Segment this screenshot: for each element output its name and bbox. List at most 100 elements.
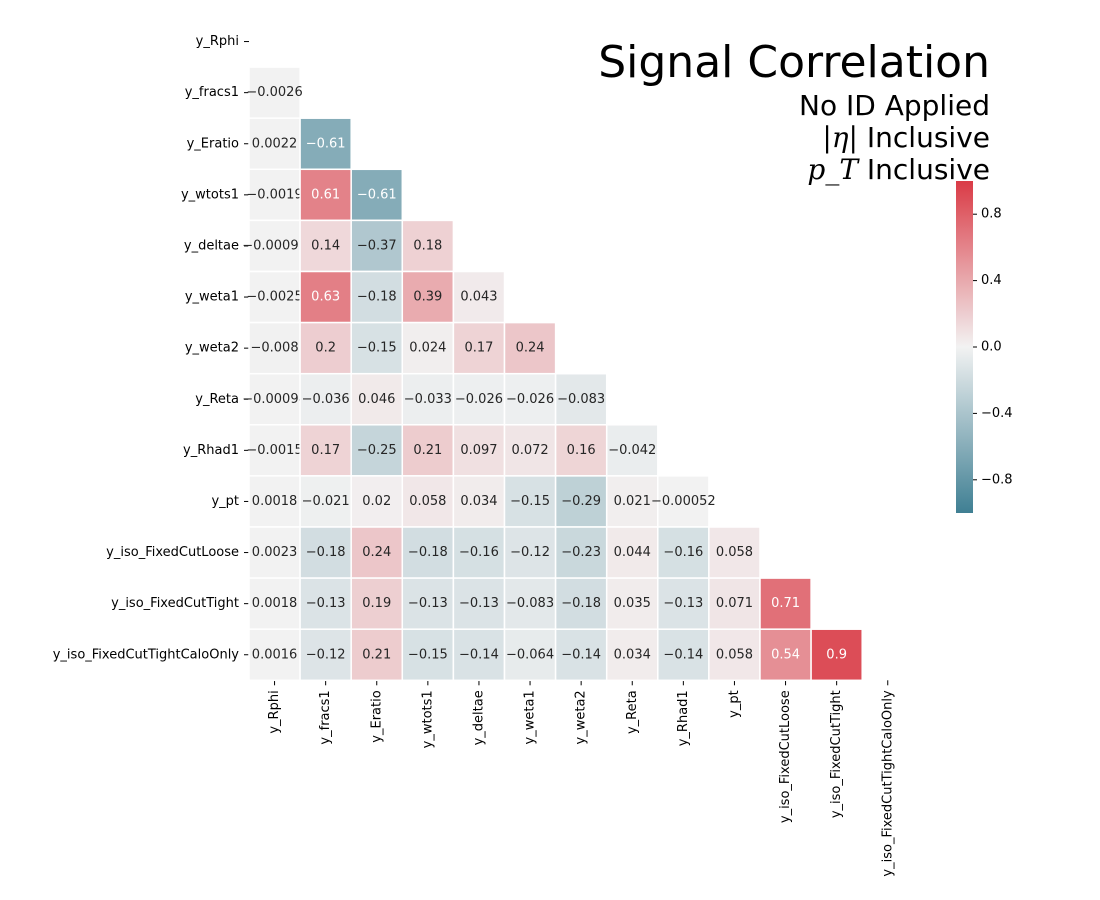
colorbar-tick-label: 0.0 (981, 340, 1002, 355)
cell-value-label: 0.39 (413, 290, 442, 305)
heatmap-cell (605, 475, 659, 528)
cell-value-label: −0.14 (663, 647, 703, 662)
cell-value-label: −0.042 (608, 443, 656, 458)
cell-value-label: −0.0019 (246, 187, 302, 202)
heatmap-cell (248, 66, 301, 119)
col-label: y_iso_FixedCutLoose (778, 690, 793, 823)
heatmap-cell (605, 424, 659, 477)
heatmap-cell (708, 577, 761, 630)
cell-value-label: 0.9 (826, 647, 847, 662)
col-label: y_iso_FixedCutTightCaloOnly (880, 690, 895, 877)
row-label: y_iso_FixedCutTight (111, 596, 239, 611)
heatmap-cell (350, 372, 404, 426)
cell-value-label: −0.026 (455, 392, 503, 407)
colorbar-tick-label: −0.4 (981, 406, 1013, 421)
cell-value-label: −0.0015 (246, 443, 302, 458)
col-label: y_wtots1 (420, 690, 435, 748)
heatmap-cell (299, 117, 352, 171)
cell-value-label: −0.18 (408, 545, 448, 560)
cell-value-label: 0.071 (716, 596, 753, 611)
cell-value-label: −0.026 (506, 392, 554, 407)
cell-value-label: −0.12 (306, 647, 346, 662)
cell-value-label: −0.25 (357, 443, 397, 458)
cell-value-label: −0.12 (510, 545, 550, 560)
cell-value-label: 0.14 (311, 238, 340, 253)
heatmap-cell (605, 526, 659, 579)
cell-value-label: −0.033 (404, 392, 452, 407)
cell-value-label: −0.61 (306, 136, 346, 151)
subtitle-eta: |η| Inclusive (598, 122, 990, 154)
col-label: y_Rphi (267, 690, 282, 733)
cell-value-label: −0.021 (302, 494, 350, 509)
heatmap-cell (503, 372, 557, 426)
heatmap-cell (503, 321, 557, 375)
cell-value-label: 0.19 (362, 596, 391, 611)
heatmap-cell (299, 475, 352, 528)
cell-value-label: 0.058 (716, 647, 753, 662)
cell-value-label: 0.18 (413, 238, 442, 253)
heatmap-cell (401, 321, 455, 375)
cell-value-label: 0.0016 (252, 647, 298, 662)
col-label: y_deltae (471, 690, 486, 745)
cell-value-label: −0.14 (561, 647, 601, 662)
col-label: y_Reta (625, 690, 640, 734)
cell-value-label: −0.13 (663, 596, 703, 611)
cell-value-label: −0.14 (459, 647, 499, 662)
cell-value-label: 0.54 (771, 647, 800, 662)
cell-value-label: −0.00092 (242, 238, 307, 253)
row-label: y_Eratio (187, 136, 239, 151)
subtitle-pt: p_T Inclusive (598, 154, 990, 186)
cell-value-label: 0.21 (413, 443, 442, 458)
heatmap-cell (452, 577, 506, 630)
heatmap-cell (605, 628, 659, 682)
cell-value-label: 0.021 (614, 494, 651, 509)
cell-value-label: −0.00094 (242, 392, 307, 407)
cell-value-label: 0.0022 (252, 136, 298, 151)
cell-value-label: −0.13 (408, 596, 448, 611)
heatmap-cell (657, 628, 710, 682)
cell-value-label: −0.29 (561, 494, 601, 509)
heatmap-cell (503, 628, 557, 682)
heatmap-cell (350, 577, 404, 630)
heatmap-cell (350, 475, 404, 528)
cell-value-label: −0.083 (506, 596, 554, 611)
subtitle-pt-symbol: p_T (807, 153, 858, 186)
heatmap-cell (452, 424, 506, 477)
heatmap-cell (503, 424, 557, 477)
cell-value-label: −0.61 (357, 187, 397, 202)
row-label: y_Rphi (196, 34, 239, 49)
heatmap-cell (554, 372, 608, 426)
cell-value-label: −0.008 (250, 341, 298, 356)
cell-value-label: 0.044 (614, 545, 651, 560)
cell-value-label: 0.17 (311, 443, 340, 458)
cell-value-label: −0.064 (506, 647, 554, 662)
cell-value-label: −0.18 (306, 545, 346, 560)
cell-value-label: −0.00052 (651, 494, 716, 509)
col-label: y_pt (727, 690, 742, 718)
cell-value-label: −0.036 (302, 392, 350, 407)
cell-value-label: 0.21 (362, 647, 391, 662)
heatmap-cell (350, 424, 404, 477)
row-label: y_weta1 (185, 290, 239, 305)
heatmap-cell (452, 628, 506, 682)
cell-value-label: 0.024 (409, 341, 446, 356)
cell-value-label: −0.37 (357, 238, 397, 253)
cell-value-label: 0.61 (311, 187, 340, 202)
heatmap-cell (248, 321, 301, 375)
heatmap-cell (401, 424, 455, 477)
heatmap-cell (248, 270, 301, 324)
cell-value-label: −0.15 (510, 494, 550, 509)
heatmap-cell (248, 628, 301, 682)
chart-title: Signal Correlation (598, 37, 990, 88)
cell-value-label: 0.0023 (252, 545, 298, 560)
cell-value-label: 0.034 (614, 647, 651, 662)
row-label: y_iso_FixedCutTightCaloOnly (53, 647, 240, 662)
cell-value-label: −0.0026 (246, 85, 302, 100)
colorbar (956, 181, 973, 513)
subtitle-pt-text: Inclusive (866, 153, 990, 186)
cell-value-label: 0.072 (511, 443, 548, 458)
colorbar-tick-label: 0.8 (981, 207, 1002, 222)
heatmap-cell (401, 219, 455, 273)
cell-value-label: −0.16 (663, 545, 703, 560)
